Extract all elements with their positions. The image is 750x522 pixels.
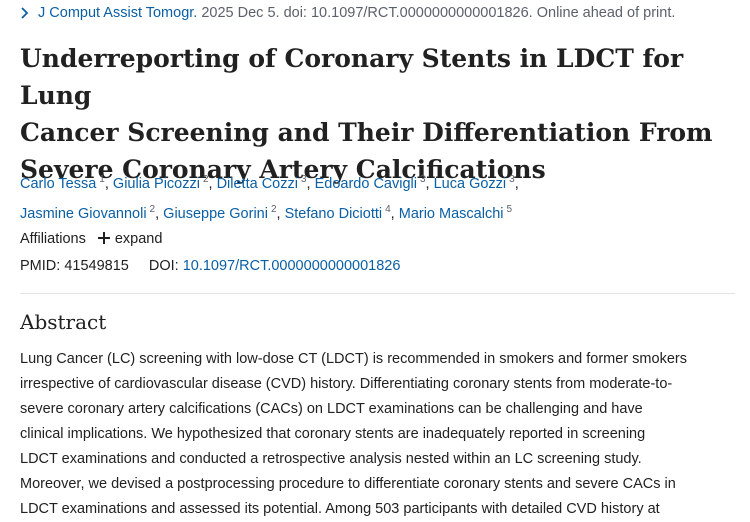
author-list: Carlo Tessa 1, Giulia Picozzi 2, Diletta C… <box>20 174 519 222</box>
title-line: Severe Coronary Artery Calcifications <box>20 155 546 184</box>
abstract-line: Lung Cancer (LC) screening with low-dose… <box>20 351 687 367</box>
abstract-line: clinical implications. We hypothesized t… <box>20 426 646 442</box>
author-link[interactable]: Jasmine Giovannoli <box>20 206 147 222</box>
author-link[interactable]: Mario Mascalchi <box>398 206 504 222</box>
author-link[interactable]: Edoardo Cavigli <box>314 176 417 192</box>
author-link[interactable]: Carlo Tessa <box>20 176 97 192</box>
abstract-line: severe coronary artery calcifications (C… <box>20 401 643 417</box>
citation-details: 2025 Dec 5. doi: 10.1097/RCT.00000000000… <box>201 5 676 21</box>
author-item: Edoardo Cavigli 3 <box>314 174 426 192</box>
author-item: Giulia Picozzi 2 <box>112 174 209 192</box>
abstract-text: Lung Cancer (LC) screening with low-dose… <box>20 347 735 522</box>
doi-link[interactable]: 10.1097/RCT.0000000000001826 <box>182 258 401 274</box>
title-line: Underreporting of Coronary Stents in LDC… <box>20 44 684 110</box>
article-title: Underreporting of Coronary Stents in LDC… <box>20 40 735 188</box>
title-line: Cancer Screening and Their Differentiati… <box>20 118 713 147</box>
affiliation-ref[interactable]: 2 <box>202 174 209 185</box>
affiliation-ref[interactable]: 3 <box>419 174 426 185</box>
affiliation-ref[interactable]: 3 <box>509 174 515 185</box>
journal-link[interactable]: J Comput Assist Tomogr. <box>38 5 198 21</box>
author-item: Carlo Tessa 1 <box>20 174 105 192</box>
author-link[interactable]: Luca Gozzi <box>433 176 507 192</box>
affiliation-ref[interactable]: 2 <box>149 204 156 215</box>
affiliation-ref[interactable]: 4 <box>385 204 391 215</box>
author-item: Luca Gozzi 3 <box>433 174 515 192</box>
affiliations-row: Affiliations expand <box>20 229 162 249</box>
chevron-right-icon[interactable] <box>20 2 34 24</box>
citation-line: J Comput Assist Tomogr. 2025 Dec 5. doi:… <box>20 2 675 24</box>
abstract-line: LDCT examinations and conducted a retros… <box>20 451 642 467</box>
expand-label: expand <box>114 231 163 247</box>
author-link[interactable]: Giuseppe Gorini <box>163 206 268 222</box>
author-link[interactable]: Diletta Cozzi <box>216 176 298 192</box>
affiliation-ref[interactable]: 5 <box>506 204 513 215</box>
author-item: Mario Mascalchi 5 <box>398 204 513 222</box>
abstract-heading: Abstract <box>20 310 107 334</box>
author-item: Giuseppe Gorini 2 <box>163 204 277 222</box>
pmid-label: PMID: <box>20 258 61 274</box>
author-item: Stefano Diciotti 4 <box>284 204 391 222</box>
abstract-line: Moreover, we devised a postprocessing pr… <box>20 476 676 492</box>
section-divider <box>20 293 735 294</box>
author-link[interactable]: Stefano Diciotti <box>284 206 383 222</box>
abstract-line: LDCT examinations and assessed its poten… <box>20 501 660 517</box>
abstract-line: irrespective of cardiovascular disease (… <box>20 376 673 392</box>
author-link[interactable]: Giulia Picozzi <box>112 176 200 192</box>
affiliations-label: Affiliations <box>20 231 86 247</box>
identifiers-row: PMID: 41549815 DOI: 10.1097/RCT.00000000… <box>20 256 400 276</box>
author-item: Jasmine Giovannoli 2 <box>20 204 156 222</box>
expand-affiliations-button[interactable]: expand <box>97 231 163 247</box>
doi-label: DOI: <box>148 258 179 274</box>
plus-icon <box>97 232 110 244</box>
pmid-value: 41549815 <box>64 258 129 274</box>
affiliation-ref[interactable]: 1 <box>99 174 105 185</box>
affiliation-ref[interactable]: 2 <box>270 204 277 215</box>
affiliation-ref[interactable]: 3 <box>300 174 307 185</box>
author-item: Diletta Cozzi 3 <box>216 174 307 192</box>
